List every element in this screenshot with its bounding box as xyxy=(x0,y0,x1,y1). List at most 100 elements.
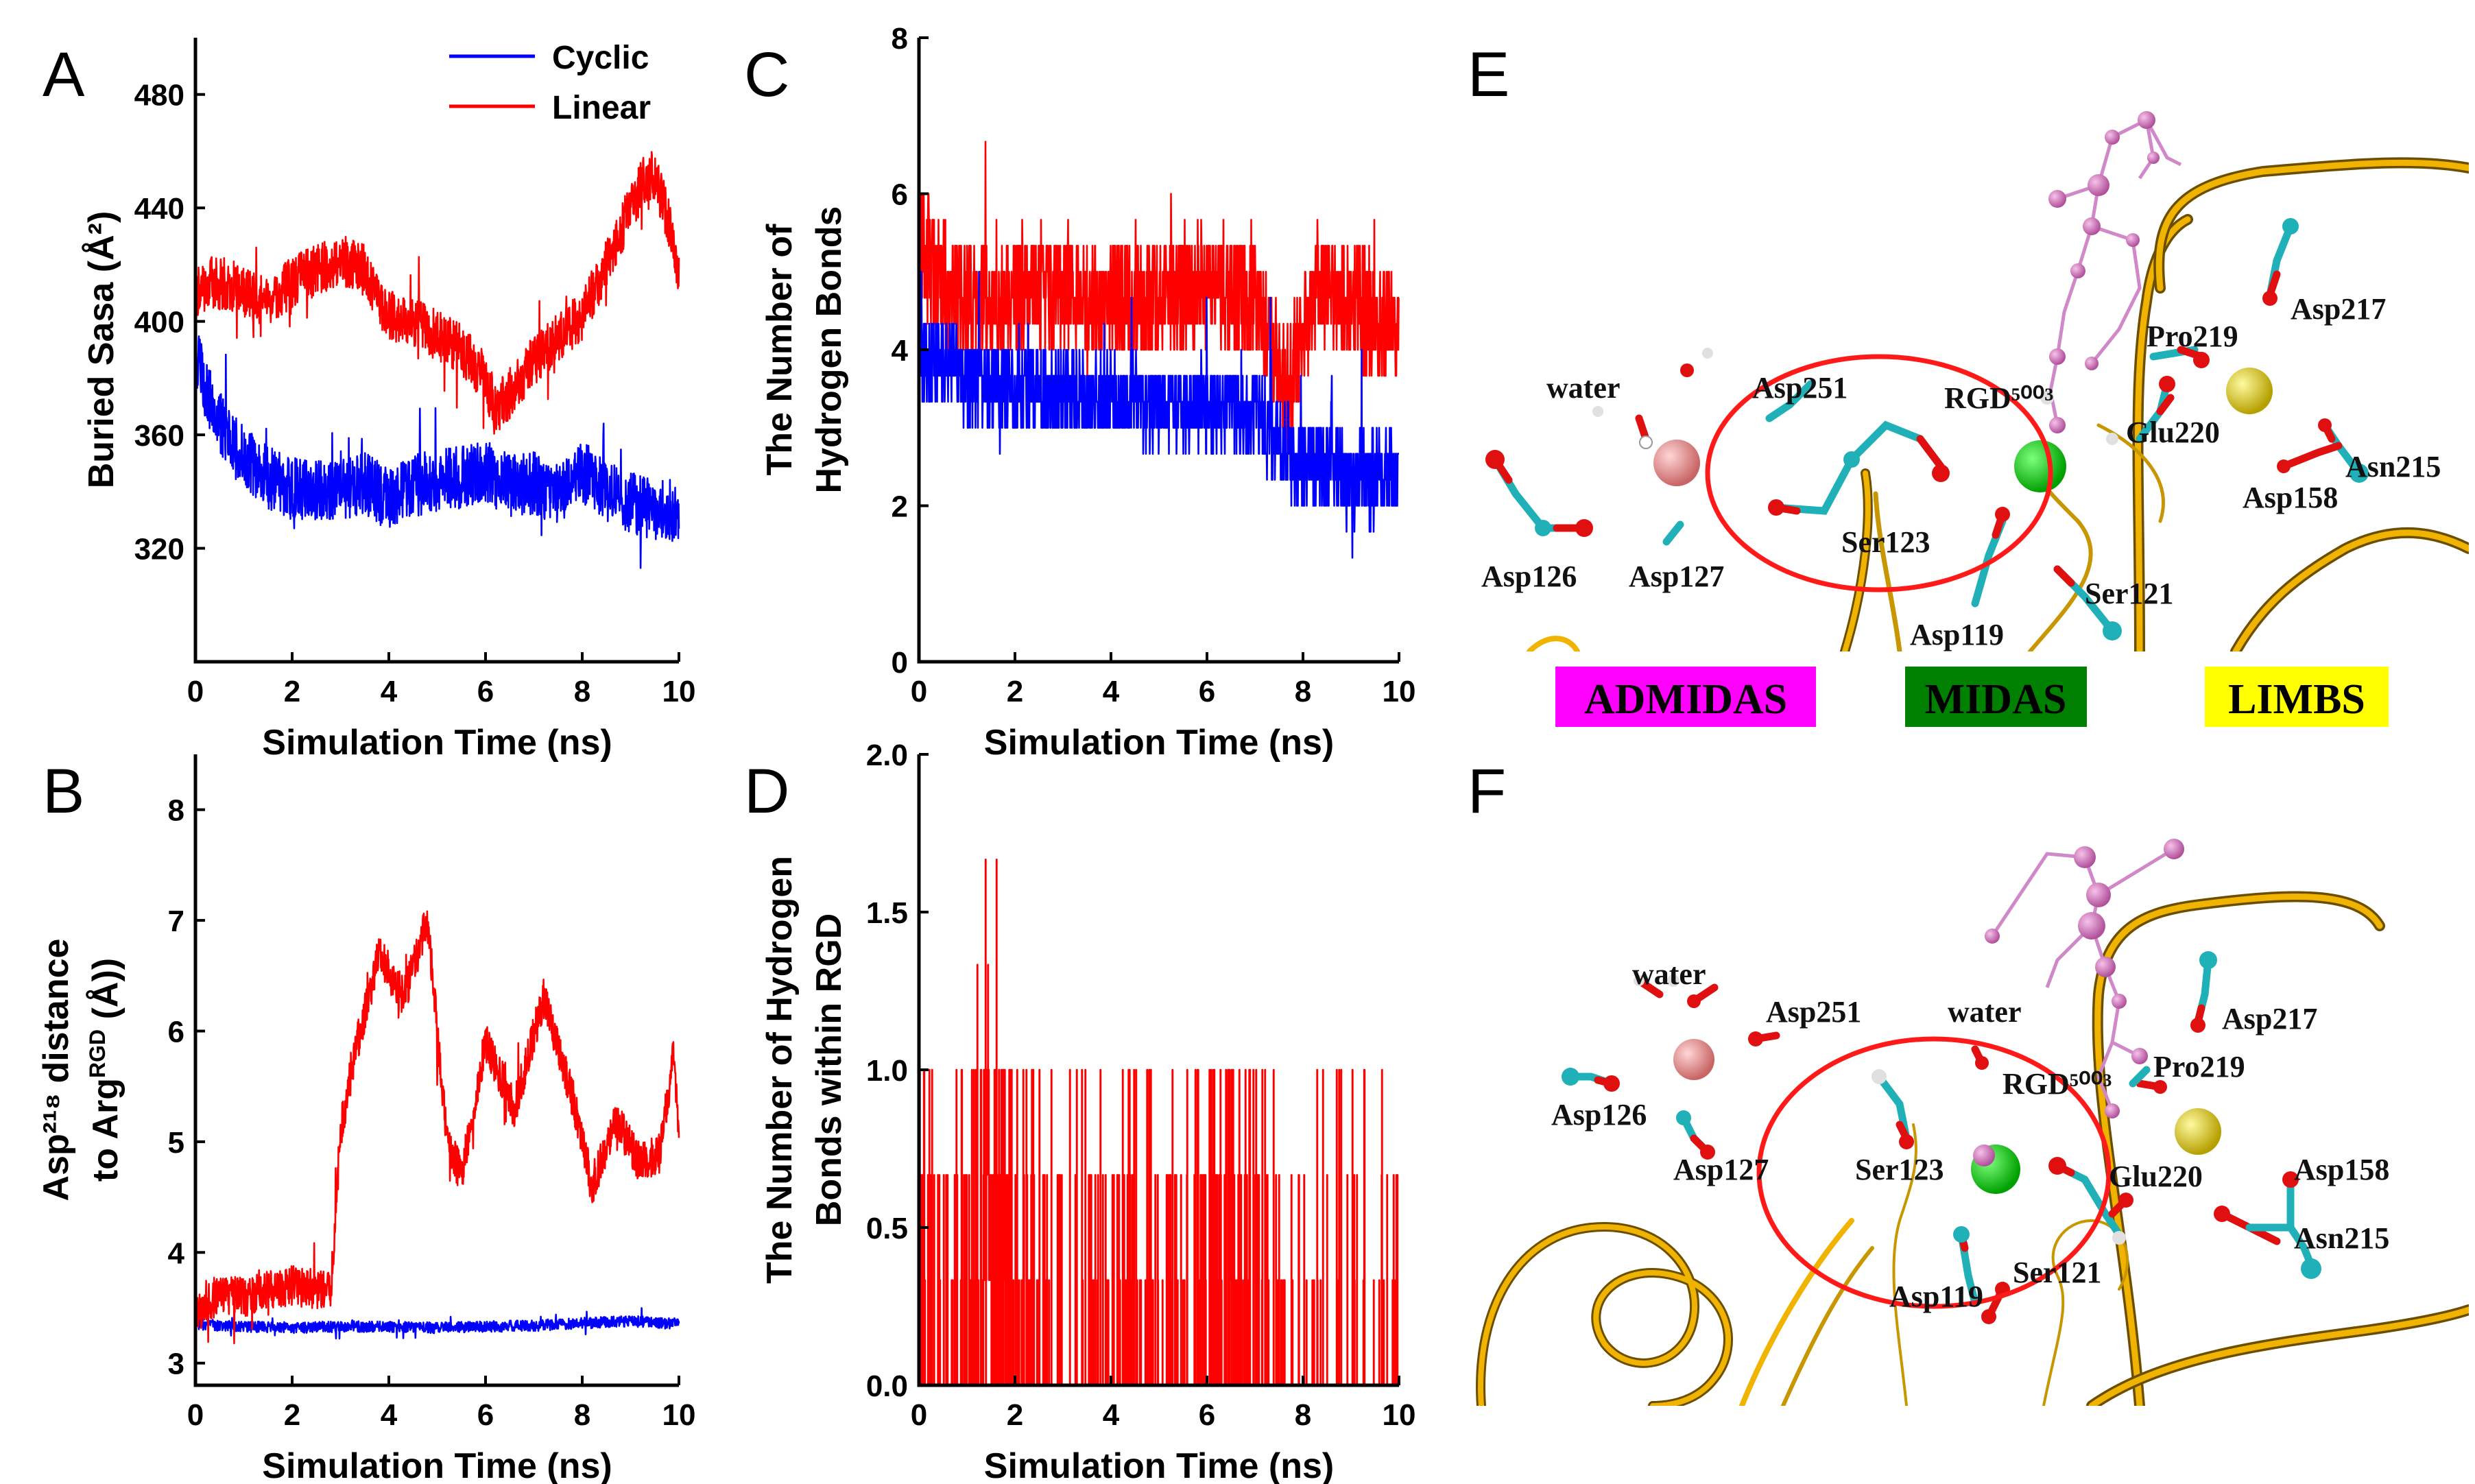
label-f-asp127: Asp127 xyxy=(1673,1153,1769,1186)
y-tick-label-a: 320 xyxy=(134,533,184,566)
y-tick-label-d: 1.0 xyxy=(866,1054,908,1088)
y-tick-label-d: 2.0 xyxy=(866,739,908,772)
y-tick-label-c: 0 xyxy=(892,646,908,680)
panel-letter-f: F xyxy=(1468,756,1506,826)
x-axis-title-a: Simulation Time (ns) xyxy=(262,723,612,763)
chart-a-buried-sasa: 0 2 4 6 8 10 320 360 400 440 480 Simulation Time (n… xyxy=(82,38,695,763)
y-tick-label-c: 2 xyxy=(892,490,908,524)
limbs-ion-e xyxy=(2226,368,2273,414)
site-label-admidas: ADMIDAS xyxy=(1584,676,1787,723)
protein-ribbons-e xyxy=(1527,157,2469,651)
x-tick-label-c: 4 xyxy=(1103,675,1120,708)
label-f-asp217: Asp217 xyxy=(2222,1002,2317,1036)
label-f-glu220: Glu220 xyxy=(2109,1160,2203,1193)
x-tick-label-d: 0 xyxy=(911,1398,927,1432)
series-line-a-cyclic xyxy=(194,335,680,569)
y-axis-title-d-line-1: The Number of Hydrogen xyxy=(760,856,800,1284)
residue-sticks-e xyxy=(1491,222,2363,635)
site-label-limbs: LIMBS xyxy=(2228,676,2365,723)
panel-letter-a: A xyxy=(43,40,85,110)
series-line-c-linear xyxy=(918,141,1400,455)
y-axis-title-a-line-1: Buried Sasa (Å²) xyxy=(82,211,121,489)
panel-letter-c: C xyxy=(744,40,789,110)
y-tick-label-a: 400 xyxy=(134,306,184,339)
structure-panel-f xyxy=(1476,839,2469,1406)
x-tick-label-d: 4 xyxy=(1103,1398,1120,1432)
label-f-ser123: Ser123 xyxy=(1855,1153,1944,1186)
y-tick-label-a: 440 xyxy=(134,192,184,226)
x-axis-title-d: Simulation Time (ns) xyxy=(984,1446,1334,1484)
y-tick-label-b: 5 xyxy=(168,1126,184,1160)
label-f-rgd: RGD⁵⁰⁰³ xyxy=(2002,1067,2112,1101)
label-e-asp119: Asp119 xyxy=(1910,618,2004,651)
chart-b-asp-arg-distance: 0 2 4 6 8 10 3 4 5 6 7 8 Simulation Time (ns) Asp²¹⁸ … xyxy=(36,754,695,1484)
x-tick-label-b: 10 xyxy=(662,1398,696,1432)
x-tick-label-c: 2 xyxy=(1007,675,1023,708)
panel-letter-b: B xyxy=(43,756,84,826)
midas-ion-e xyxy=(2014,440,2066,492)
y-tick-label-c: 6 xyxy=(892,178,908,212)
panel-letter-e: E xyxy=(1468,40,1509,110)
label-e-asp127: Asp127 xyxy=(1629,560,1724,593)
x-tick-label-b: 8 xyxy=(574,1398,590,1432)
label-f-water-1: water xyxy=(1632,957,1706,991)
x-tick-label-c: 10 xyxy=(1383,675,1416,708)
series-line-b-linear xyxy=(194,910,680,1345)
x-tick-label-d: 6 xyxy=(1199,1398,1215,1432)
label-e-ser123: Ser123 xyxy=(1841,525,1930,559)
y-tick-label-b: 7 xyxy=(168,905,184,938)
y-axis-title-c-line-1: The Number of xyxy=(760,224,800,476)
site-label-midas: MIDAS xyxy=(1925,676,2067,723)
series-line-b-cyclic xyxy=(194,1307,680,1340)
label-f-asp126: Asp126 xyxy=(1551,1098,1647,1132)
y-tick-label-d: 0.5 xyxy=(866,1212,908,1245)
y-tick-label-a: 480 xyxy=(134,79,184,112)
x-tick-label-c: 0 xyxy=(911,675,927,708)
residue-labels-f: water Asp251 water RGD⁵⁰⁰³ Pro219 Asp217… xyxy=(1551,957,2389,1313)
midas-ligand-atom-f xyxy=(1973,1145,1995,1166)
legend: Cyclic Linear xyxy=(449,40,651,126)
x-tick-label-a: 10 xyxy=(662,675,696,708)
panel-letter-d: D xyxy=(744,756,789,826)
label-f-asp119: Asp119 xyxy=(1889,1280,1983,1313)
label-e-asp126: Asp126 xyxy=(1481,560,1577,593)
x-axis-title-c: Simulation Time (ns) xyxy=(984,723,1334,763)
structure-panel-e xyxy=(1485,111,2469,651)
x-tick-label-a: 4 xyxy=(381,675,398,708)
x-tick-label-d: 10 xyxy=(1383,1398,1416,1432)
residue-atoms-f xyxy=(1562,951,2321,1324)
chart-d-hydrogen-bonds-rgd: 0 2 4 6 8 10 0.0 0.5 1.0 1.5 2.0 Simulation Time (n… xyxy=(760,739,1415,1484)
residue-labels-e: water Asp251 RGD⁵⁰⁰³ Pro219 Asp217 Glu22… xyxy=(1481,292,2441,651)
binding-site-ellipse-f xyxy=(1756,1036,2112,1309)
rgd-atoms-e xyxy=(2048,111,2160,433)
label-e-asn215: Asn215 xyxy=(2345,450,2441,483)
label-e-asp251: Asp251 xyxy=(1752,371,1848,405)
y-tick-label-d: 1.5 xyxy=(866,896,908,930)
residue-atoms-e xyxy=(1485,218,2369,641)
x-tick-label-a: 2 xyxy=(284,675,300,708)
site-box-midas xyxy=(1905,667,2087,727)
y-axis-title-b-line-2: to ArgRGD (Å)) xyxy=(85,958,125,1182)
y-tick-label-b: 6 xyxy=(168,1016,184,1049)
protein-ribbons-f xyxy=(1476,891,2469,1406)
y-tick-label-a: 360 xyxy=(134,419,184,453)
admidas-ion-f xyxy=(1673,1039,1714,1080)
y-tick-label-b: 3 xyxy=(168,1348,184,1381)
legend-label-linear: Linear xyxy=(552,90,651,126)
label-e-water: water xyxy=(1546,371,1621,405)
x-tick-label-b: 0 xyxy=(187,1398,204,1432)
x-tick-label-a: 0 xyxy=(187,675,204,708)
x-tick-label-a: 6 xyxy=(477,675,494,708)
site-box-limbs xyxy=(2205,667,2389,727)
admidas-ion-e xyxy=(1653,440,1700,486)
rgd-atoms-f xyxy=(1985,839,2184,1118)
site-legend: ADMIDAS MIDAS LIMBS xyxy=(1555,667,2389,727)
label-e-ser121: Ser121 xyxy=(2085,577,2174,610)
label-e-asp217: Asp217 xyxy=(2291,292,2386,326)
y-tick-label-c: 8 xyxy=(892,22,908,56)
chart-c-hydrogen-bonds: 0 2 4 6 8 10 0 2 4 6 8 Simulation Time (ns) The Numb… xyxy=(760,22,1415,763)
x-tick-label-b: 4 xyxy=(381,1398,398,1432)
y-axis-title-c-line-2: Hydrogen Bonds xyxy=(809,206,849,494)
label-e-asp158: Asp158 xyxy=(2243,481,2338,514)
label-f-ser121: Ser121 xyxy=(2013,1256,2102,1289)
